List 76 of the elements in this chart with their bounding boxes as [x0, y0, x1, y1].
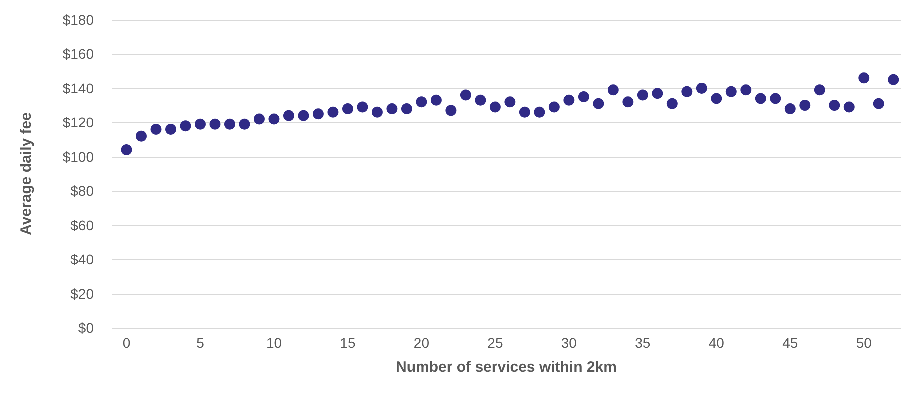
- point: [784, 103, 796, 114]
- point: [770, 93, 782, 104]
- point: [593, 98, 604, 110]
- point: [490, 102, 501, 113]
- x-tick-label: 15: [340, 335, 356, 351]
- point: [666, 98, 678, 110]
- x-axis-title: Number of services within 2km: [396, 359, 617, 376]
- point: [194, 118, 206, 130]
- x-tick-label: 30: [561, 335, 578, 351]
- point: [740, 84, 752, 96]
- point: [755, 93, 766, 104]
- x-tick-label: 45: [782, 335, 798, 351]
- point: [224, 118, 236, 130]
- x-tick-label: 50: [856, 335, 872, 351]
- y-tick-label: $40: [70, 252, 94, 268]
- point: [711, 93, 722, 104]
- x-tick-label: 40: [708, 335, 725, 351]
- point: [372, 106, 383, 118]
- point: [608, 84, 619, 96]
- x-tick-label: 35: [635, 335, 651, 351]
- point: [682, 86, 693, 98]
- point: [446, 105, 457, 116]
- point: [210, 118, 221, 130]
- point: [268, 114, 280, 125]
- point: [652, 88, 664, 100]
- x-tick-label: 25: [488, 335, 504, 351]
- point: [121, 144, 132, 156]
- point: [430, 94, 442, 106]
- point: [622, 96, 634, 108]
- point: [564, 94, 575, 106]
- point: [283, 110, 294, 122]
- point: [637, 90, 648, 101]
- point: [298, 110, 310, 122]
- point: [180, 120, 192, 132]
- point: [475, 94, 486, 106]
- point: [460, 90, 472, 101]
- point: [239, 118, 250, 130]
- point: [166, 124, 176, 136]
- x-tick-label: 5: [196, 335, 205, 351]
- y-tick-label: $20: [70, 286, 94, 302]
- x-tick-label: 0: [122, 335, 131, 351]
- point: [548, 102, 560, 113]
- point: [328, 106, 339, 118]
- point: [696, 82, 708, 94]
- y-tick-label: $140: [62, 80, 94, 96]
- point: [312, 108, 324, 120]
- point: [519, 106, 530, 118]
- y-tick-label: $100: [62, 148, 94, 165]
- y-axis-title: Average daily fee: [18, 112, 35, 236]
- point: [726, 86, 737, 98]
- y-tick-label: $120: [62, 114, 94, 131]
- point: [416, 96, 428, 108]
- point: [873, 98, 884, 110]
- point: [386, 103, 398, 114]
- x-tick-label: 10: [266, 335, 282, 351]
- point: [504, 96, 516, 108]
- y-tick-label: $160: [62, 46, 94, 62]
- point: [814, 84, 826, 96]
- point: [136, 130, 147, 142]
- point: [342, 103, 354, 114]
- y-tick-label: $60: [70, 217, 94, 234]
- point: [401, 103, 412, 114]
- point: [888, 74, 900, 86]
- y-tick-label: $80: [70, 183, 94, 200]
- point: [357, 102, 368, 113]
- point: [858, 72, 870, 84]
- point: [829, 100, 840, 112]
- point: [578, 92, 590, 102]
- point: [254, 114, 265, 125]
- point: [800, 100, 811, 112]
- point: [534, 106, 546, 118]
- x-tick-label: 20: [414, 335, 430, 351]
- y-tick-label: $0: [78, 320, 94, 336]
- point: [844, 102, 855, 113]
- point: [150, 124, 162, 136]
- y-tick-label: $180: [62, 12, 94, 28]
